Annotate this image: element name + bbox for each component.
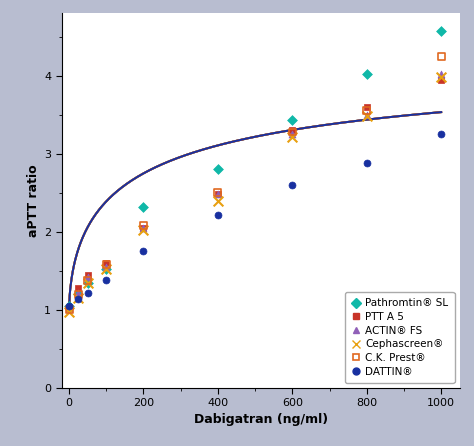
C.K. Prest®: [65, 306, 73, 314]
PTT A 5: [102, 260, 110, 267]
DATTIN®: [289, 182, 296, 189]
Pathromtin® SL: [140, 203, 147, 211]
DATTIN®: [102, 277, 110, 284]
ACTIN® FS: [289, 131, 296, 138]
C.K. Prest®: [289, 128, 296, 136]
Legend: Pathromtin® SL, PTT A 5, ACTIN® FS, Cephascreen®, C.K. Prest®, DATTIN®: Pathromtin® SL, PTT A 5, ACTIN® FS, Ceph…: [346, 292, 455, 383]
C.K. Prest®: [140, 222, 147, 229]
PTT A 5: [84, 271, 91, 278]
Pathromtin® SL: [102, 266, 110, 273]
Y-axis label: aPTT ratio: aPTT ratio: [27, 165, 40, 237]
DATTIN®: [214, 211, 222, 218]
PTT A 5: [140, 224, 147, 231]
Pathromtin® SL: [214, 166, 222, 173]
Cephascreen®: [74, 295, 82, 302]
Pathromtin® SL: [363, 71, 371, 78]
Cephascreen®: [214, 197, 222, 204]
Pathromtin® SL: [65, 302, 73, 310]
PTT A 5: [438, 76, 445, 83]
DATTIN®: [74, 296, 82, 303]
C.K. Prest®: [214, 189, 222, 196]
DATTIN®: [84, 289, 91, 297]
ACTIN® FS: [363, 111, 371, 118]
C.K. Prest®: [363, 107, 371, 115]
Cephascreen®: [140, 227, 147, 234]
PTT A 5: [74, 285, 82, 292]
ACTIN® FS: [438, 71, 445, 78]
DATTIN®: [438, 131, 445, 138]
Pathromtin® SL: [438, 27, 445, 34]
ACTIN® FS: [140, 224, 147, 231]
Cephascreen®: [65, 308, 73, 315]
C.K. Prest®: [438, 53, 445, 60]
Pathromtin® SL: [289, 116, 296, 123]
DATTIN®: [363, 160, 371, 167]
Pathromtin® SL: [74, 291, 82, 298]
DATTIN®: [65, 302, 73, 310]
ACTIN® FS: [102, 264, 110, 271]
Cephascreen®: [438, 74, 445, 81]
X-axis label: Dabigatran (ng/ml): Dabigatran (ng/ml): [194, 413, 328, 425]
PTT A 5: [65, 304, 73, 311]
Cephascreen®: [84, 279, 91, 286]
Cephascreen®: [289, 133, 296, 140]
C.K. Prest®: [74, 291, 82, 298]
C.K. Prest®: [84, 277, 91, 284]
PTT A 5: [363, 103, 371, 111]
DATTIN®: [140, 248, 147, 255]
ACTIN® FS: [84, 274, 91, 281]
ACTIN® FS: [65, 305, 73, 312]
ACTIN® FS: [74, 289, 82, 297]
PTT A 5: [214, 191, 222, 198]
Cephascreen®: [363, 113, 371, 120]
C.K. Prest®: [102, 261, 110, 268]
Cephascreen®: [102, 266, 110, 273]
PTT A 5: [289, 127, 296, 134]
ACTIN® FS: [214, 191, 222, 198]
Pathromtin® SL: [84, 279, 91, 286]
